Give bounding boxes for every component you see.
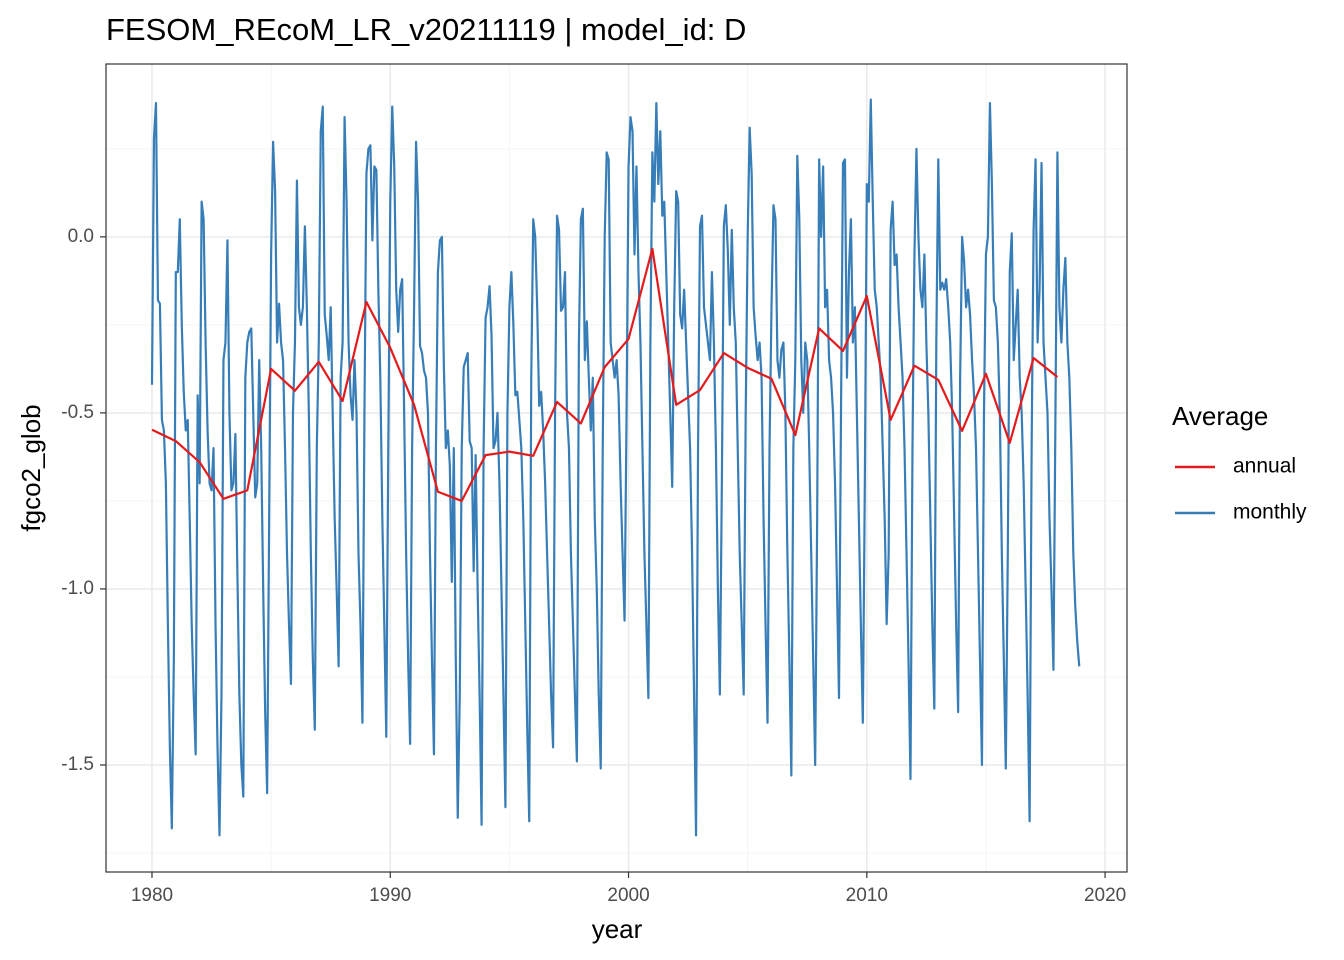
y-tick-label: 0.0 (68, 226, 94, 247)
x-tick-label: 2010 (846, 885, 888, 906)
legend-title: Average (1172, 401, 1268, 431)
y-tick-label: -1.5 (61, 754, 94, 775)
series-line (151, 247, 1059, 503)
series-line (150, 98, 1081, 837)
x-tick-label: 2020 (1084, 885, 1126, 906)
panel-border (105, 63, 1128, 873)
legend-label: annual (1233, 455, 1296, 478)
legend-label: monthly (1233, 501, 1307, 524)
x-tick-label: 1990 (369, 885, 411, 906)
x-tick-label: 2000 (607, 885, 649, 906)
y-tick-label: -1.0 (61, 578, 94, 599)
y-axis-title: fgco2_glob (16, 404, 46, 531)
chart-title: FESOM_REcoM_LR_v20211119 | model_id: D (106, 12, 746, 47)
y-tick-label: -0.5 (61, 402, 94, 423)
x-axis-title: year (592, 914, 643, 944)
x-tick-label: 1980 (131, 885, 173, 906)
